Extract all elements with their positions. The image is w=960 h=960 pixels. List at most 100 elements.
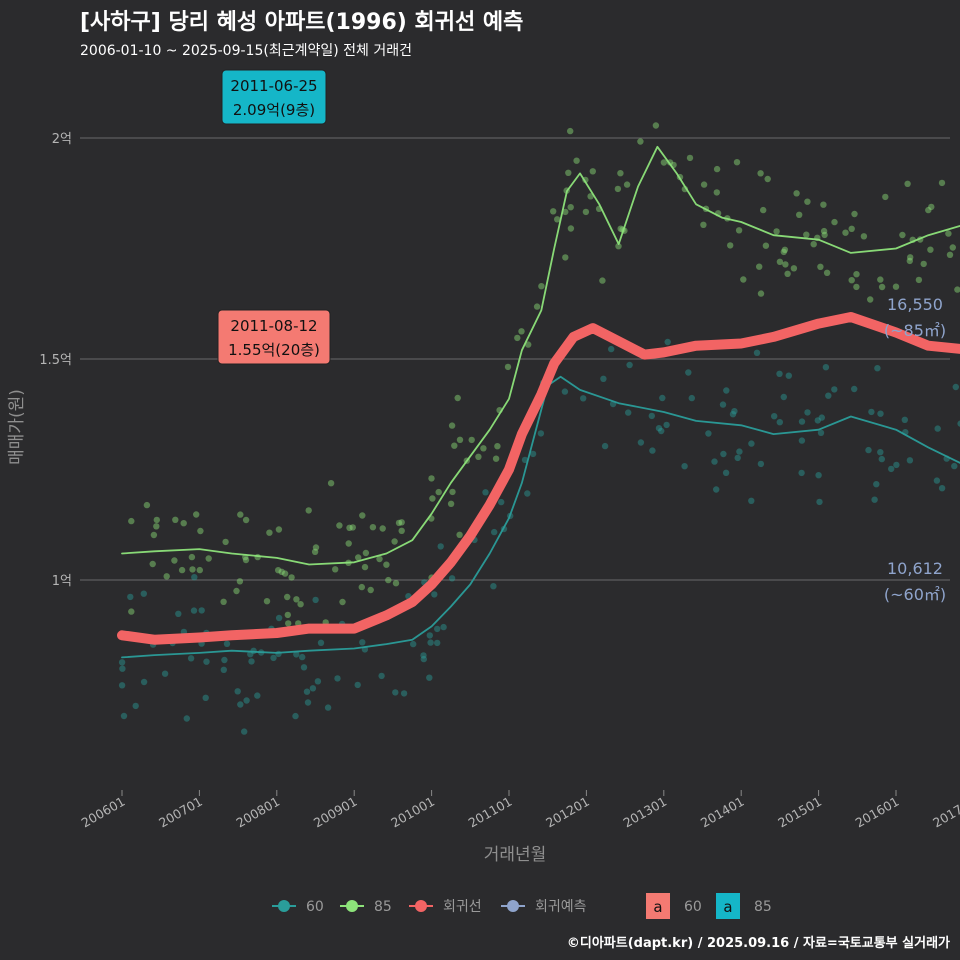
scatter-point-s85 <box>599 277 606 284</box>
scatter-point-s85 <box>915 276 923 284</box>
scatter-point-s85 <box>589 168 596 175</box>
x-tick-label: 200701 <box>156 794 205 831</box>
legend-box-glyph: a <box>653 898 662 916</box>
legend-dot <box>507 900 519 912</box>
scatter-point-s60 <box>119 665 126 672</box>
scatter-point-s85 <box>823 269 831 276</box>
scatter-point-s85 <box>954 286 960 293</box>
scatter-point-s60 <box>748 497 755 504</box>
scatter-points <box>118 122 960 735</box>
end-labels: 16,550 (~85㎡) 10,612 (~60㎡) <box>884 295 946 604</box>
scatter-point-s85 <box>358 583 365 591</box>
scatter-point-s60 <box>247 651 254 658</box>
scatter-point-s85 <box>494 443 501 450</box>
scatter-point-s60 <box>392 689 399 696</box>
scatter-point-s60 <box>719 401 727 408</box>
legend-box <box>716 893 740 919</box>
scatter-point-s85 <box>297 601 304 608</box>
scatter-point-s60 <box>537 430 545 437</box>
scatter-point-s60 <box>270 654 277 662</box>
scatter-point-s60 <box>187 655 195 662</box>
scatter-point-s85 <box>447 500 455 507</box>
scatter-point-s85 <box>904 180 911 187</box>
series-lines <box>117 145 960 659</box>
scatter-point-s85 <box>222 538 229 546</box>
scatter-point-s60 <box>901 416 908 423</box>
scatter-point-s85 <box>550 208 557 215</box>
scatter-point-s85 <box>312 544 320 551</box>
scatter-point-s60 <box>524 490 531 497</box>
scatter-point-s60 <box>140 590 147 597</box>
scatter-point-s85 <box>853 271 860 278</box>
scatter-point-s85 <box>150 531 158 539</box>
scatter-point-s60 <box>649 447 656 454</box>
scatter-point-s60 <box>359 639 366 646</box>
scatter-point-s85 <box>149 560 156 568</box>
end-label-area: (~85㎡) <box>884 321 946 340</box>
scatter-point-s60 <box>600 375 607 382</box>
scatter-point-s85 <box>927 246 934 253</box>
source-caption: ©디아파트(dapt.kr) / 2025.09.16 / 자료=국토교통부 실… <box>566 936 950 951</box>
scatter-point-s60 <box>685 369 692 376</box>
scatter-point-s85 <box>468 436 475 444</box>
scatter-point-s85 <box>263 598 271 605</box>
scatter-point-s85 <box>311 548 319 555</box>
scatter-point-s85 <box>189 566 196 573</box>
scatter-point-s85 <box>456 436 464 443</box>
scatter-point-s60 <box>292 712 299 720</box>
scatter-point-s85 <box>945 230 952 237</box>
callout-value: 2.09억(9층) <box>233 101 315 119</box>
scatter-point-s60 <box>317 639 325 646</box>
scatter-point-s60 <box>957 420 960 427</box>
scatter-point-s85 <box>196 566 203 574</box>
scatter-point-s85 <box>193 511 200 518</box>
scatter-point-s85 <box>242 556 250 564</box>
scatter-point-s85 <box>395 519 403 527</box>
scatter-point-s85 <box>288 574 295 581</box>
scatter-point-s60 <box>648 412 655 420</box>
scatter-point-s60 <box>655 425 663 432</box>
scatter-point-s85 <box>573 157 580 164</box>
scatter-point-s60 <box>420 652 427 659</box>
scatter-point-s60 <box>275 614 283 622</box>
scatter-point-s60 <box>354 681 361 689</box>
scatter-point-s85 <box>197 527 204 535</box>
scatter-point-s85 <box>757 290 765 297</box>
scatter-point-s85 <box>153 516 160 524</box>
scatter-point-s85 <box>143 501 151 509</box>
scatter-point-s60 <box>723 387 730 394</box>
scatter-point-s60 <box>831 386 838 393</box>
scatter-point-s60 <box>731 408 738 415</box>
legend-label: 회귀예측 <box>535 899 587 915</box>
scatter-point-s85 <box>686 154 694 162</box>
scatter-point-s60 <box>482 489 489 496</box>
scatter-point-s60 <box>705 430 712 437</box>
scatter-point-s85 <box>448 422 456 429</box>
scatter-point-s60 <box>190 607 198 614</box>
scatter-point-s60 <box>312 596 319 604</box>
scatter-point-s60 <box>804 409 811 416</box>
scatter-point-s85 <box>429 495 436 502</box>
scatter-point-s60 <box>780 393 787 401</box>
scatter-point-s60 <box>815 472 822 479</box>
scatter-point-s85 <box>178 566 186 574</box>
scatter-point-s60 <box>191 574 198 581</box>
scatter-point-s85 <box>205 555 212 562</box>
scatter-point-s85 <box>735 227 743 234</box>
scatter-point-s60 <box>161 670 169 677</box>
scatter-point-s60 <box>521 456 529 464</box>
scatter-point-s60 <box>202 694 209 701</box>
scatter-point-s85 <box>188 553 196 561</box>
scatter-point-s60 <box>798 418 806 425</box>
scatter-point-s85 <box>361 563 369 571</box>
scatter-point-s60 <box>822 364 830 371</box>
scatter-point-s60 <box>681 463 688 470</box>
scatter-point-s85 <box>475 453 482 460</box>
y-axis-title: 매매가(원) <box>7 389 27 465</box>
scatter-point-s85 <box>525 341 532 348</box>
scatter-point-s60 <box>254 692 261 699</box>
scatter-point-s85 <box>700 221 707 228</box>
x-tick-label: 201601 <box>853 794 902 831</box>
x-tick-label: 201501 <box>775 794 824 831</box>
scatter-point-s85 <box>790 265 798 272</box>
